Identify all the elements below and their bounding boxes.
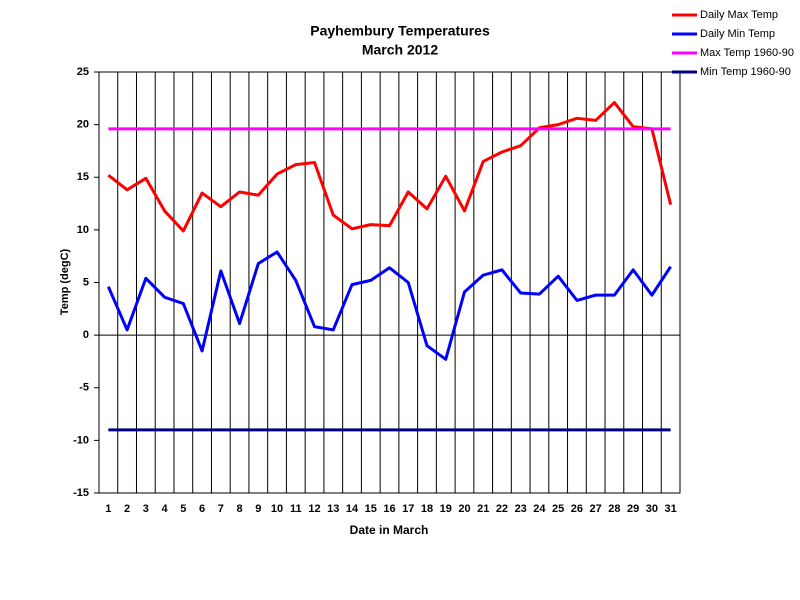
x-tick-label: 21 (477, 503, 489, 515)
x-tick-label: 11 (290, 503, 302, 515)
y-tick-label: -15 (73, 487, 89, 499)
x-tick-label: 28 (608, 503, 620, 515)
chart-title: Payhembury Temperatures (310, 23, 490, 39)
x-tick-label: 25 (552, 503, 564, 515)
x-tick-label: 20 (458, 503, 470, 515)
x-tick-label: 3 (143, 503, 149, 515)
x-tick-label: 30 (646, 503, 658, 515)
x-tick-label: 31 (665, 503, 677, 515)
x-axis-label: Date in March (350, 523, 429, 537)
legend-label: Max Temp 1960-90 (700, 47, 794, 59)
legend-label: Daily Min Temp (700, 28, 775, 40)
x-tick-label: 27 (590, 503, 602, 515)
x-tick-label: 7 (218, 503, 224, 515)
series-line (106, 250, 672, 361)
y-tick-label: 15 (77, 171, 89, 183)
y-tick-label: 20 (77, 119, 89, 131)
x-tick-label: 10 (271, 503, 283, 515)
x-tick-label: 18 (421, 503, 433, 515)
x-tick-label: 14 (346, 503, 359, 515)
chart-subtitle: March 2012 (362, 42, 438, 58)
y-tick-label: -5 (79, 382, 89, 394)
x-tick-label: 1 (105, 503, 111, 515)
x-tick-label: 13 (327, 503, 339, 515)
y-tick-label: -10 (73, 434, 89, 446)
x-tick-label: 16 (383, 503, 395, 515)
series-line (107, 101, 673, 233)
y-tick-label: 25 (77, 66, 89, 78)
legend-label: Daily Max Temp (700, 9, 778, 21)
y-tick-label: 5 (83, 276, 89, 288)
x-tick-label: 15 (365, 503, 377, 515)
legend-label: Min Temp 1960-90 (700, 66, 791, 78)
x-tick-label: 9 (255, 503, 261, 515)
y-tick-label: 0 (83, 329, 89, 341)
x-tick-label: 8 (237, 503, 243, 515)
x-tick-label: 26 (571, 503, 583, 515)
y-axis-label: Temp (degC) (59, 248, 71, 315)
x-tick-label: 4 (162, 503, 169, 515)
x-tick-label: 23 (515, 503, 527, 515)
x-tick-label: 5 (180, 503, 186, 515)
x-tick-label: 24 (533, 503, 546, 515)
y-tick-label: 10 (77, 224, 89, 236)
x-tick-label: 12 (308, 503, 320, 515)
x-tick-label: 6 (199, 503, 205, 515)
x-tick-label: 17 (402, 503, 414, 515)
x-tick-label: 29 (627, 503, 639, 515)
x-tick-label: 19 (440, 503, 452, 515)
x-tick-label: 22 (496, 503, 508, 515)
x-tick-label: 2 (124, 503, 130, 515)
